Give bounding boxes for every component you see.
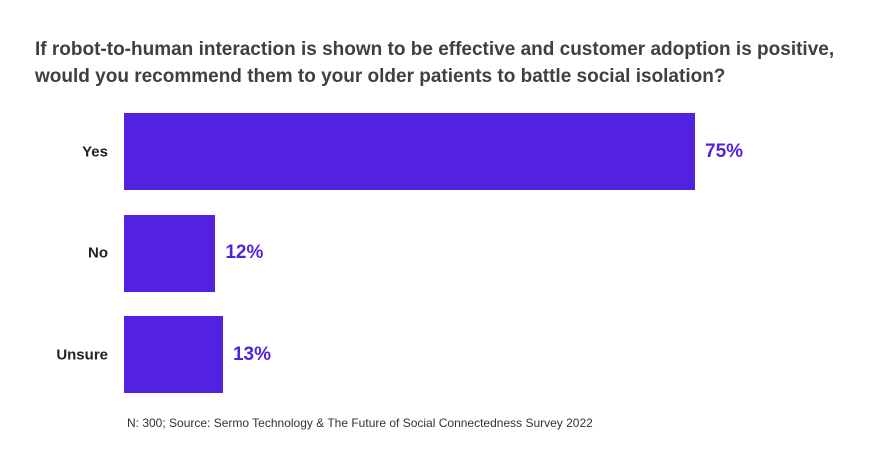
category-label: Unsure (56, 346, 108, 363)
value-label: 13% (232, 343, 271, 365)
source-note: N: 300; Source: Sermo Technology & The F… (127, 416, 593, 430)
value-label: 12% (225, 242, 264, 263)
category-label: No (88, 244, 108, 262)
value-label: 75% (705, 140, 744, 162)
category-label: Yes (82, 143, 108, 160)
bar-unsure (124, 316, 223, 393)
bar-yes (124, 113, 695, 190)
bar-no (124, 214, 216, 292)
chart-title: If robot-to-human interaction is shown t… (35, 39, 835, 87)
